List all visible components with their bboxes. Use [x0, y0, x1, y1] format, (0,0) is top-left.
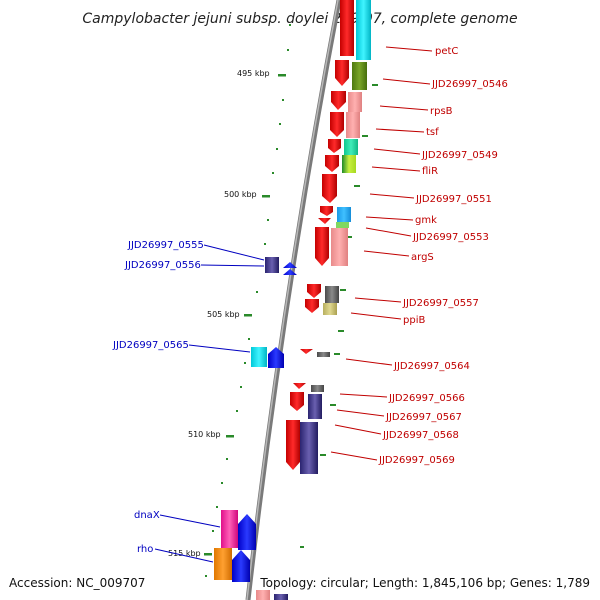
gene-label: JJD26997_0557	[402, 298, 479, 309]
gene-label: JJD26997_0564	[393, 361, 470, 372]
gene-label: JJD26997_0555	[127, 240, 204, 251]
gene-label: JJD26997_0556	[124, 260, 201, 271]
gene-label: petC	[435, 46, 458, 57]
gene-label-text-right: petC JJD26997_0546 rpsB tsf JJD26997_054…	[378, 46, 508, 466]
scale-label: 505 kbp	[207, 310, 240, 319]
gene-labels-right	[330, 46, 433, 461]
scale-labels: 495 kbp 500 kbp 505 kbp 510 kbp 515 kbp	[168, 69, 270, 558]
gene-label-text-left: JJD26997_0555 JJD26997_0556 JJD26997_056…	[112, 240, 204, 555]
scale-label: 515 kbp	[168, 549, 201, 558]
scale-dots	[205, 24, 291, 577]
scale-label: 510 kbp	[188, 430, 221, 439]
scale-label: 500 kbp	[224, 190, 257, 199]
inner-ring-dots	[300, 84, 378, 548]
gene-label: JJD26997_0566	[388, 393, 465, 404]
gene-label: rpsB	[430, 106, 453, 117]
gene-label: JJD26997_0568	[382, 430, 459, 441]
topology-text: Topology: circular; Length: 1,845,106 bp…	[259, 576, 590, 590]
gene-label: JJD26997_0553	[412, 232, 489, 243]
gene-label: gmk	[415, 215, 437, 226]
gene-labels-left	[154, 244, 265, 563]
gene-label: JJD26997_0551	[415, 194, 492, 205]
gene-label: JJD26997_0569	[378, 455, 455, 466]
scale-label: 495 kbp	[237, 69, 270, 78]
gene-label: rho	[137, 544, 153, 555]
accession-text: Accession: NC_009707	[9, 576, 145, 590]
gene-blocks-left	[214, 257, 297, 600]
scale-ticks	[204, 74, 286, 556]
gene-label: dnaX	[134, 510, 160, 521]
gene-label: JJD26997_0565	[112, 340, 189, 351]
genome-backbone	[245, 0, 342, 600]
gene-label: JJD26997_0549	[421, 150, 498, 161]
gene-label: tsf	[426, 127, 439, 138]
gene-label: JJD26997_0567	[385, 412, 462, 423]
gene-blocks-right	[286, 0, 371, 474]
gene-label: fliR	[422, 166, 438, 177]
gene-label: JJD26997_0546	[431, 79, 508, 90]
gene-label: argS	[411, 252, 434, 263]
map-title: Campylobacter jejuni subsp. doylei 269.9…	[82, 11, 517, 27]
gene-label: ppiB	[403, 315, 425, 326]
